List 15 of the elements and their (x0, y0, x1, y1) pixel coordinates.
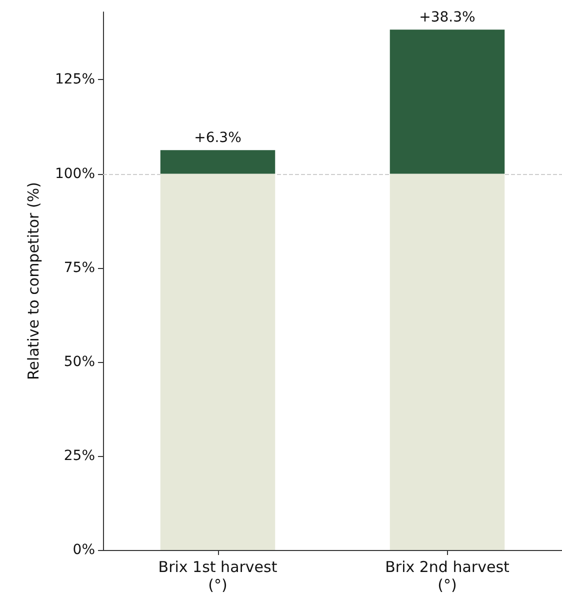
data-label: +6.3% (194, 130, 242, 146)
x-tick-label: Brix 1st harvest (°) (158, 558, 278, 594)
y-tick-label: 25% (64, 448, 95, 464)
data-label: +38.3% (419, 10, 476, 26)
y-tick-label: 50% (64, 354, 95, 370)
bar (160, 174, 276, 550)
y-axis-title: Relative to competitor (%) (24, 182, 42, 380)
y-tick-label: 75% (64, 260, 95, 276)
bar (390, 174, 505, 550)
y-tick-label: 0% (72, 542, 95, 558)
bar (160, 150, 276, 174)
x-tick-label: Brix 2nd harvest (°) (385, 558, 510, 594)
y-tick-label: 100% (54, 166, 95, 182)
bar (390, 30, 505, 174)
y-tick-label: 125% (54, 72, 95, 88)
